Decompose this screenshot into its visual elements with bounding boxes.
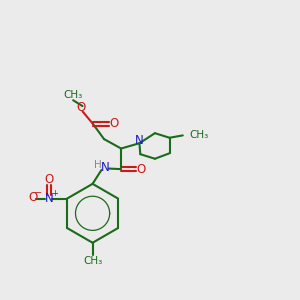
Text: CH₃: CH₃ [63, 90, 82, 100]
Text: O: O [77, 101, 86, 114]
Text: CH₃: CH₃ [83, 256, 102, 266]
Text: −: − [34, 188, 42, 198]
Text: O: O [28, 191, 38, 205]
Text: O: O [137, 163, 146, 176]
Text: N: N [44, 192, 53, 205]
Text: H: H [94, 160, 101, 170]
Text: N: N [135, 134, 144, 147]
Text: CH₃: CH₃ [189, 130, 208, 140]
Text: +: + [51, 189, 58, 198]
Text: O: O [44, 173, 53, 186]
Text: N: N [101, 161, 110, 174]
Text: O: O [110, 117, 119, 130]
